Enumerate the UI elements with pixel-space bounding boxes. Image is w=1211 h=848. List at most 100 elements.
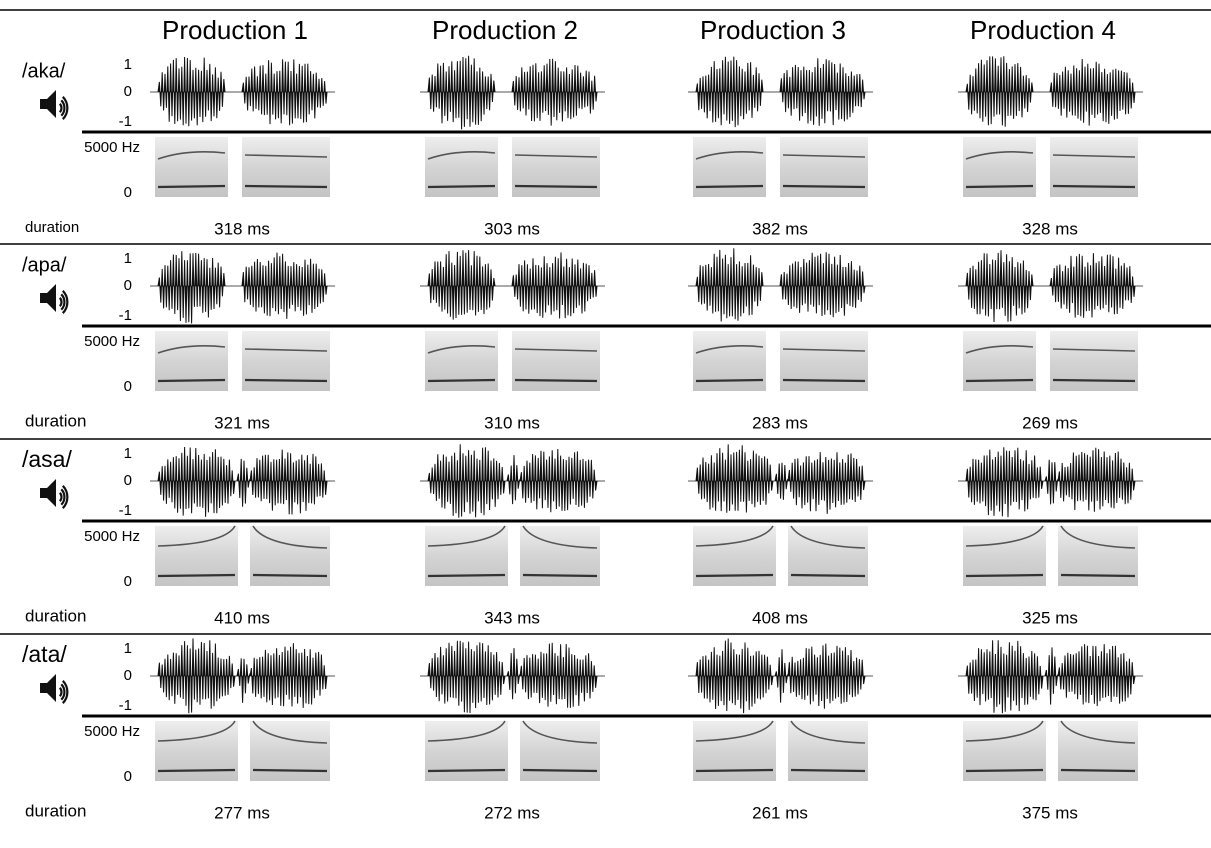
waveform xyxy=(695,56,764,128)
spectrogram xyxy=(425,137,498,197)
spectrogram xyxy=(1050,137,1138,197)
formant xyxy=(695,184,866,189)
spectrogram-tick: 0 xyxy=(124,573,132,590)
waveform xyxy=(779,252,866,318)
waveform-tick: -1 xyxy=(119,502,132,519)
spectrogram-tick: 0 xyxy=(124,768,132,785)
spectrogram xyxy=(1050,331,1138,391)
waveform-tick: -1 xyxy=(119,113,132,130)
speaker-icon xyxy=(40,479,56,507)
duration-value: 328 ms xyxy=(1022,219,1078,238)
waveform xyxy=(511,252,598,319)
formant xyxy=(695,345,866,354)
waveform xyxy=(1044,459,1059,505)
speaker-wave xyxy=(60,99,66,117)
waveform xyxy=(511,58,598,126)
row-label: /apa/ xyxy=(22,254,67,276)
formant xyxy=(157,345,328,354)
duration-value: 343 ms xyxy=(484,608,540,627)
duration-value: 375 ms xyxy=(1022,803,1078,822)
spectrogram xyxy=(780,137,868,197)
spectrogram xyxy=(242,137,330,197)
waveform xyxy=(787,452,866,514)
formant xyxy=(695,378,866,383)
speaker-wave xyxy=(60,488,66,506)
waveform xyxy=(774,462,789,500)
speaker-wave xyxy=(58,687,63,697)
waveform xyxy=(695,638,774,714)
duration-value: 272 ms xyxy=(484,803,540,822)
formant xyxy=(695,768,866,773)
waveform xyxy=(519,642,598,708)
waveform-tick: -1 xyxy=(119,307,132,324)
duration-value: 408 ms xyxy=(752,608,808,627)
spectrogram-tick: 0 xyxy=(124,184,132,201)
waveform-tick: 1 xyxy=(124,640,132,657)
speaker-wave xyxy=(60,293,66,311)
formant xyxy=(157,768,328,773)
waveform xyxy=(787,643,866,709)
duration-label: duration xyxy=(25,411,86,430)
waveform-tick: 0 xyxy=(124,277,132,294)
speaker-wave xyxy=(61,96,69,120)
waveform xyxy=(1057,447,1136,512)
spectrogram-tick: 0 xyxy=(124,378,132,395)
speaker-icon xyxy=(40,674,56,702)
formant xyxy=(695,151,866,160)
waveform xyxy=(1044,647,1059,705)
formant xyxy=(427,378,598,383)
column-header: Production 2 xyxy=(432,15,578,45)
formant xyxy=(427,525,598,549)
duration-value: 269 ms xyxy=(1022,413,1078,432)
formant xyxy=(157,720,328,744)
formant xyxy=(965,345,1136,354)
waveform xyxy=(249,643,328,708)
waveform xyxy=(427,640,506,714)
waveform-tick: 0 xyxy=(124,472,132,489)
waveform xyxy=(965,56,1034,127)
formant xyxy=(965,378,1136,383)
duration-label: duration xyxy=(25,219,79,236)
speaker-icon xyxy=(40,90,56,118)
formant xyxy=(427,345,598,354)
spectrogram xyxy=(693,137,766,197)
spectrogram xyxy=(512,331,600,391)
spectrogram xyxy=(693,331,766,391)
formant xyxy=(965,768,1136,773)
formant xyxy=(157,525,328,549)
waveform xyxy=(249,449,328,515)
waveform-tick: 0 xyxy=(124,83,132,100)
formant xyxy=(965,573,1136,578)
waveform xyxy=(241,252,328,319)
formant xyxy=(157,151,328,160)
waveform xyxy=(241,59,328,126)
formant xyxy=(427,184,598,189)
waveform-tick: 1 xyxy=(124,250,132,267)
duration-label: duration xyxy=(25,606,86,625)
duration-value: 283 ms xyxy=(752,413,808,432)
waveform xyxy=(1049,58,1136,126)
waveform xyxy=(506,648,521,700)
spectrogram-tick: 5000 Hz xyxy=(84,139,140,156)
formant xyxy=(965,720,1136,744)
duration-value: 410 ms xyxy=(214,608,270,627)
formant xyxy=(427,151,598,160)
waveform xyxy=(1057,644,1136,707)
waveform xyxy=(779,58,866,126)
formant xyxy=(427,573,598,578)
row-label: /asa/ xyxy=(22,446,72,472)
waveform xyxy=(1049,253,1136,318)
waveform xyxy=(965,447,1044,518)
waveform xyxy=(236,458,251,507)
duration-value: 303 ms xyxy=(484,219,540,238)
formant xyxy=(695,573,866,578)
duration-value: 321 ms xyxy=(214,413,270,432)
column-header: Production 1 xyxy=(162,15,308,45)
waveform xyxy=(695,444,774,513)
spectrogram xyxy=(425,331,498,391)
duration-value: 277 ms xyxy=(214,803,270,822)
waveform xyxy=(427,55,496,130)
waveform-tick: 0 xyxy=(124,667,132,684)
waveform xyxy=(519,448,598,513)
